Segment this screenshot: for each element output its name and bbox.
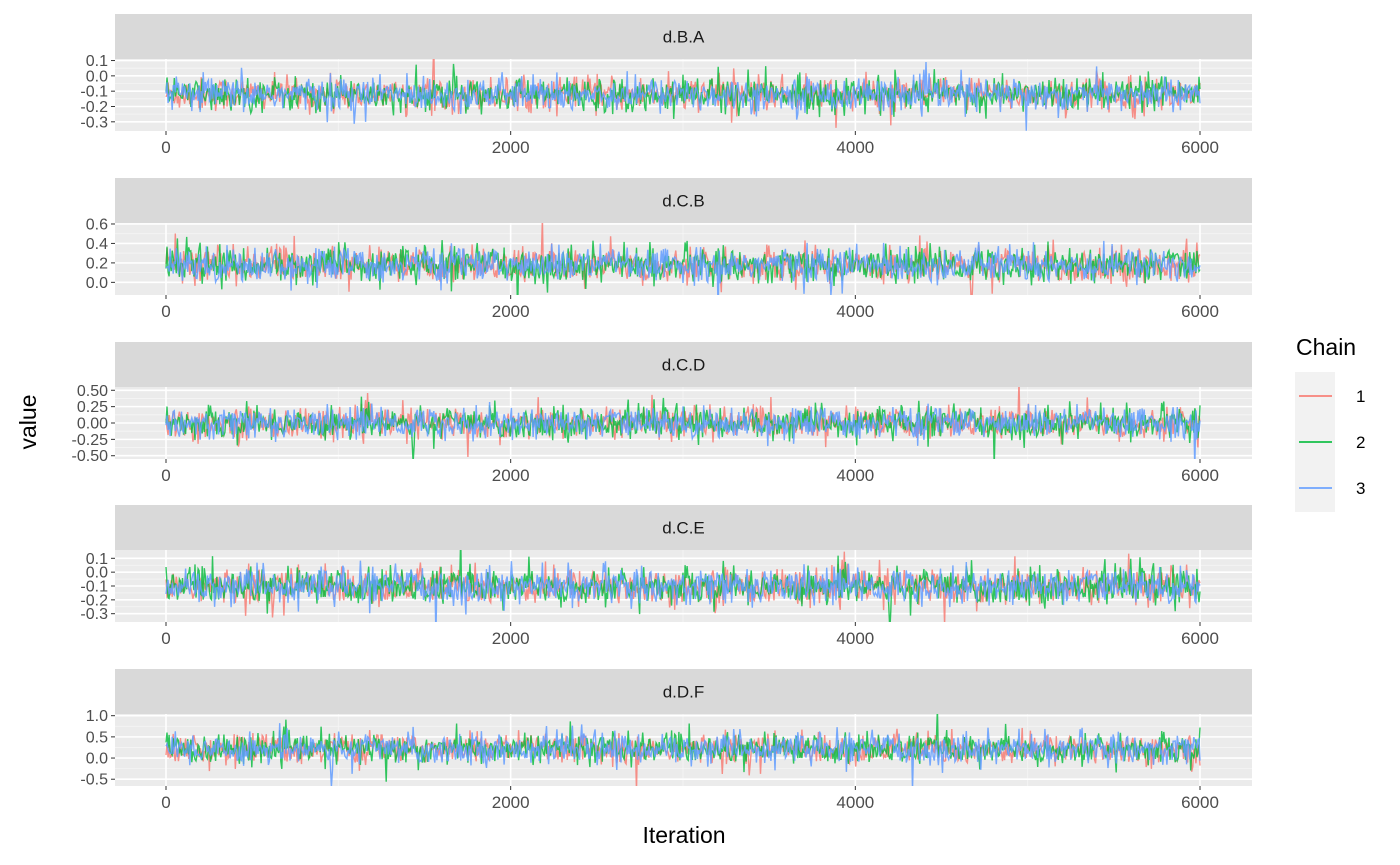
y-tick-label: -0.1 xyxy=(80,84,108,101)
y-tick-label: 0.0 xyxy=(86,565,108,582)
y-tick-label: 0.5 xyxy=(86,729,108,746)
facet-panels: d.B.A0.10.0-0.1-0.2-0.30 2000 4000 6000d.C.… xyxy=(72,14,1252,812)
x-tick-label: 6000 xyxy=(1181,302,1219,321)
x-tick-label: 0 xyxy=(161,138,170,157)
y-tick-label: 0.0 xyxy=(86,275,108,292)
y-tick-label: -0.5 xyxy=(80,772,108,789)
x-tick-label: 2000 xyxy=(492,466,530,485)
y-tick-label: 1.0 xyxy=(86,708,108,725)
y-tick-label: -0.1 xyxy=(80,579,108,596)
y-tick-label: -0.3 xyxy=(80,606,108,623)
y-tick-label: 0.1 xyxy=(86,53,108,70)
facet-panel: d.C.B 0.6 0.4 0.2 0.0 0 2000 4000 6000 xyxy=(86,178,1252,321)
x-tick-label: 2000 xyxy=(492,793,530,812)
x-tick-label: 0 xyxy=(161,302,170,321)
facet-strip xyxy=(115,178,1252,223)
y-tick-label: 0.00 xyxy=(77,416,108,433)
y-tick-label: 0.0 xyxy=(86,751,108,768)
trace-line-chain-3 xyxy=(165,560,1201,622)
facet-strip-label: d.B.A xyxy=(663,28,705,47)
legend-items: 1 2 3 xyxy=(1295,372,1365,512)
legend-label: 3 xyxy=(1356,479,1365,498)
facet-strip-label: d.C.B xyxy=(662,192,705,211)
legend-label: 2 xyxy=(1356,433,1365,452)
facet-panel: d.D.F 1.0 0.5 0.0 -0.5 0 2000 4000 6000 xyxy=(80,669,1252,812)
y-tick-label: -0.2 xyxy=(80,99,108,116)
x-tick-label: 4000 xyxy=(836,302,874,321)
legend-label: 1 xyxy=(1356,387,1365,406)
x-tick-label: 2000 xyxy=(492,138,530,157)
x-tick-label: 2000 xyxy=(492,629,530,648)
x-tick-label: 4000 xyxy=(836,793,874,812)
facet-strip xyxy=(115,669,1252,714)
legend: Chain 1 2 3 xyxy=(1295,334,1365,512)
y-tick-label: 0.2 xyxy=(86,255,108,272)
x-tick-label: 6000 xyxy=(1181,466,1219,485)
x-tick-label: 6000 xyxy=(1181,629,1219,648)
x-tick-label: 4000 xyxy=(836,466,874,485)
x-tick-label: 6000 xyxy=(1181,138,1219,157)
y-tick-label: 0.0 xyxy=(86,68,108,85)
x-tick-label: 0 xyxy=(161,629,170,648)
facet-strip-label: d.C.D xyxy=(662,356,705,375)
trace-line-chain-3 xyxy=(165,240,1201,295)
trace-line-chain-3 xyxy=(165,723,1201,786)
facet-strip xyxy=(115,505,1252,550)
facet-panel: d.B.A 0.10.0-0.1-0.2-0.3 0 2000 4000 6000 xyxy=(80,14,1252,157)
facet-panel: d.C.D 0.500.250.00-0.25-0.50 0 2000 4000 6000 xyxy=(72,342,1252,485)
facet-strip xyxy=(115,14,1252,59)
y-tick-label: -0.50 xyxy=(72,448,109,465)
x-tick-label: 2000 xyxy=(492,302,530,321)
facet-strip-label: d.D.F xyxy=(663,683,705,702)
x-tick-label: 6000 xyxy=(1181,793,1219,812)
x-tick-label: 4000 xyxy=(836,138,874,157)
y-tick-label: 0.6 xyxy=(86,216,108,233)
y-tick-label: -0.25 xyxy=(72,432,109,449)
facet-strip xyxy=(115,342,1252,387)
facet-strip-label: d.C.E xyxy=(662,519,705,538)
y-tick-label: 0.25 xyxy=(77,399,108,416)
x-tick-label: 4000 xyxy=(836,629,874,648)
y-tick-label: 0.1 xyxy=(86,551,108,568)
y-tick-label: -0.3 xyxy=(80,114,108,131)
x-axis-title: Iteration xyxy=(642,822,725,848)
facet-panel: d.C.E 0.10.0-0.1-0.2-0.3 0 2000 4000 6000 xyxy=(80,505,1252,648)
y-tick-label: 0.50 xyxy=(77,383,108,400)
trace-line-chain-3 xyxy=(165,401,1201,459)
y-tick-label: -0.2 xyxy=(80,592,108,609)
x-tick-label: 0 xyxy=(161,466,170,485)
y-axis-title: value xyxy=(15,395,41,450)
x-tick-label: 0 xyxy=(161,793,170,812)
y-tick-label: 0.4 xyxy=(86,236,108,253)
trace-line-chain-3 xyxy=(165,61,1201,131)
legend-title: Chain xyxy=(1296,334,1356,360)
